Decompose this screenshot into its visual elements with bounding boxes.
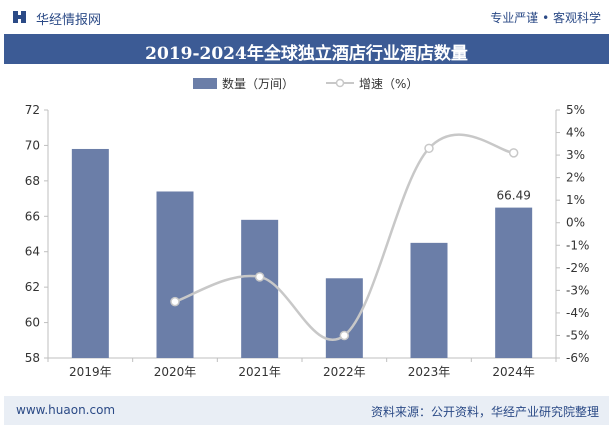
- bar: [411, 243, 448, 358]
- y-right-tick-label: 3%: [566, 148, 585, 162]
- y-right-tick-label: 5%: [566, 103, 585, 117]
- y-right-tick-label: 2%: [566, 171, 585, 185]
- y-left-tick-label: 64: [25, 245, 40, 259]
- y-right-tick-label: 0%: [566, 216, 585, 230]
- legend-line-marker: [337, 80, 344, 87]
- growth-point: [256, 273, 264, 281]
- y-left-tick-label: 60: [25, 316, 40, 330]
- x-tick-label: 2021年: [238, 365, 281, 379]
- data-source: 资料来源：公开资料，华经产业研究院整理: [371, 403, 599, 420]
- y-left-tick-label: 70: [25, 138, 40, 152]
- bar: [241, 220, 278, 358]
- brand-name: 华经情报网: [36, 9, 101, 28]
- y-left-tick-label: 66: [25, 209, 40, 223]
- y-right-tick-label: -2%: [566, 261, 589, 275]
- y-right-tick-label: 1%: [566, 193, 585, 207]
- top-bar: 华经情报网 专业严谨 • 客观科学: [0, 0, 613, 34]
- legend: 数量（万间） 增速（%）: [193, 76, 418, 91]
- y-right-tick-label: 4%: [566, 126, 585, 140]
- chart-title: 2019-2024年全球独立酒店行业酒店数量: [4, 39, 609, 64]
- bar: [495, 208, 532, 358]
- growth-point: [425, 144, 433, 152]
- bar: [72, 149, 109, 358]
- legend-line-label: 增速（%）: [359, 77, 418, 91]
- data-labels: 66.49: [496, 189, 530, 203]
- y-left-tick-label: 72: [25, 103, 40, 117]
- y-right-tick-label: -6%: [566, 351, 589, 365]
- x-tick-label: 2022年: [323, 365, 366, 379]
- site-url: www.huaon.com: [16, 403, 115, 417]
- x-tick-label: 2023年: [408, 365, 451, 379]
- slogan: 专业严谨 • 客观科学: [490, 9, 601, 26]
- growth-point: [340, 331, 348, 339]
- x-tick-label: 2019年: [69, 365, 112, 379]
- y-left-tick-label: 58: [25, 351, 40, 365]
- chart-title-bar: 2019-2024年全球独立酒店行业酒店数量: [4, 34, 609, 64]
- legend-bar-label: 数量（万间）: [222, 76, 294, 91]
- y-right-tick-label: -3%: [566, 283, 589, 297]
- growth-point: [510, 149, 518, 157]
- bars: [72, 149, 532, 358]
- y-left-ticks: 58 60 62 64 66 68 70 72: [25, 103, 48, 365]
- x-tick-label: 2020年: [154, 365, 197, 379]
- y-right-tick-label: -4%: [566, 306, 589, 320]
- footer: www.huaon.com 资料来源：公开资料，华经产业研究院整理: [4, 396, 609, 425]
- bar-data-label: 66.49: [496, 189, 530, 203]
- x-ticks: 2019年 2020年 2021年 2022年 2023年 2024年: [48, 358, 556, 379]
- bar: [157, 191, 194, 358]
- brand-logo-icon: [12, 9, 28, 25]
- x-tick-label: 2024年: [492, 365, 535, 379]
- y-right-ticks: -6% -5% -4% -3% -2% -1% 0% 1% 2% 3% 4% 5%: [556, 103, 589, 365]
- y-right-tick-label: -1%: [566, 238, 589, 252]
- y-right-tick-label: -5%: [566, 328, 589, 342]
- y-left-tick-label: 68: [25, 174, 40, 188]
- y-left-tick-label: 62: [25, 280, 40, 294]
- legend-bar-swatch: [193, 78, 217, 89]
- growth-point: [171, 298, 179, 306]
